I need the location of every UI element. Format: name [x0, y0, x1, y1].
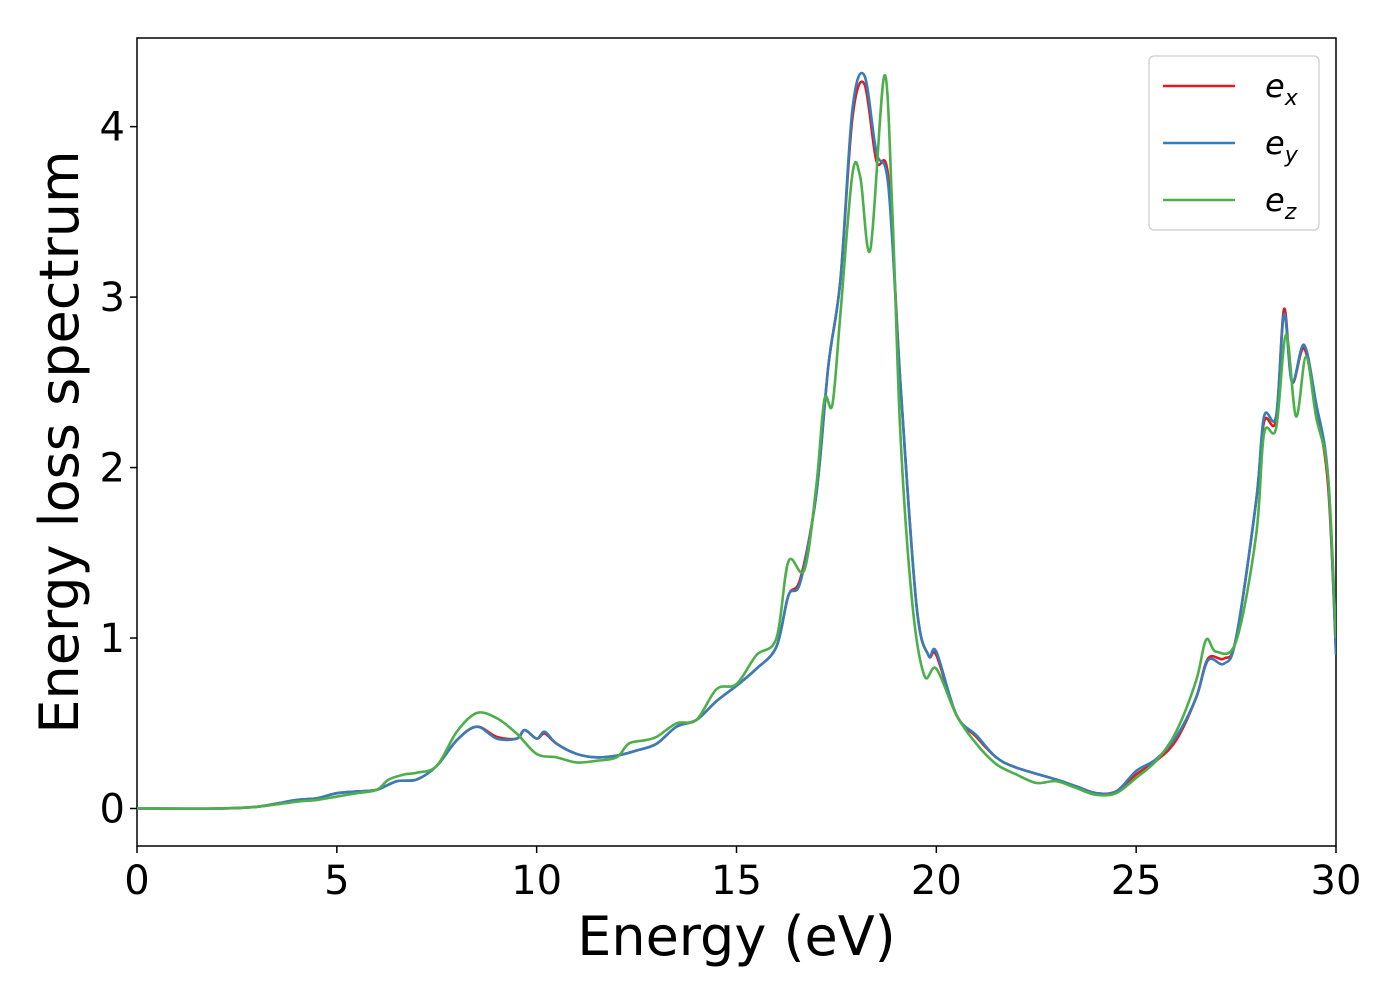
y-axis-ticks: 0 1 2 3 4 — [100, 105, 137, 832]
legend: ex ey ez — [1148, 55, 1320, 231]
y-tick-label: 4 — [100, 105, 125, 151]
x-tick-label: 5 — [324, 858, 349, 904]
x-tick-label: 30 — [1311, 858, 1362, 904]
legend-label-e-z: ez — [1265, 181, 1297, 225]
y-tick-label: 1 — [100, 616, 125, 662]
legend-label-e-y: ey — [1265, 124, 1299, 168]
series-layer — [137, 71, 1336, 810]
y-tick-label: 3 — [100, 275, 125, 321]
series-line-e-z — [137, 74, 1336, 810]
y-tick-label: 0 — [100, 786, 125, 832]
x-tick-label: 20 — [911, 858, 962, 904]
x-tick-label: 0 — [124, 858, 149, 904]
y-axis-label: Energy loss spectrum — [28, 150, 91, 733]
series-line-e-y — [137, 71, 1336, 810]
legend-label-e-x: ex — [1265, 67, 1299, 111]
x-tick-label: 15 — [711, 858, 762, 904]
x-axis-label: Energy (eV) — [577, 905, 896, 968]
x-axis-ticks: 0 5 10 15 20 25 30 — [124, 846, 1361, 904]
y-tick-label: 2 — [100, 446, 125, 492]
x-tick-label: 10 — [511, 858, 562, 904]
x-tick-label: 25 — [1111, 858, 1162, 904]
